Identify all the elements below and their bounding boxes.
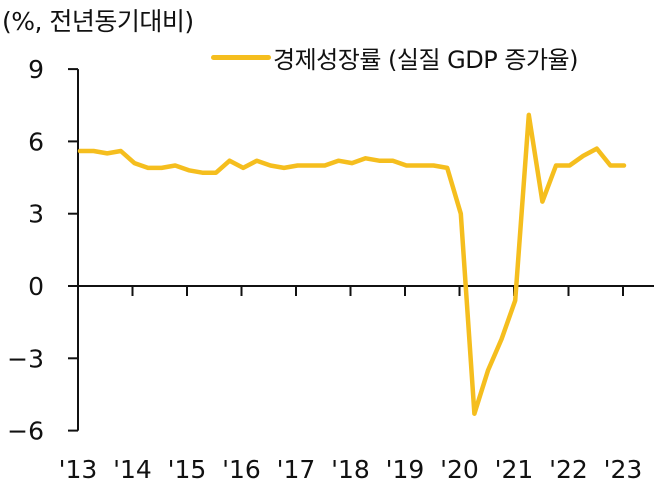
y-tick-label: 6 [28, 127, 44, 156]
unit-label: (%, 전년동기대비) [2, 7, 194, 36]
x-tick-label: '20 [440, 455, 479, 484]
x-tick-label: '17 [277, 455, 316, 484]
legend-label: 경제성장률 (실질 GDP 증가율) [273, 46, 578, 74]
x-tick-label: '16 [222, 455, 261, 484]
x-tick-label: '18 [331, 455, 370, 484]
y-tick-label: 0 [28, 272, 44, 301]
x-tick-label: '22 [549, 455, 588, 484]
y-tick-label: −6 [7, 417, 44, 446]
legend-swatch [211, 55, 271, 60]
gdp-growth-line [77, 112, 627, 416]
legend: 경제성장률 (실질 GDP 증가율) [211, 40, 578, 75]
y-tick-label: 9 [28, 55, 44, 84]
x-tick-label: '15 [168, 455, 207, 484]
x-tick-label: '23 [604, 455, 643, 484]
y-tick-label: 3 [28, 200, 44, 229]
y-tick-label: −3 [7, 344, 44, 373]
x-tick-label: '19 [386, 455, 425, 484]
x-tick-label: '13 [59, 455, 98, 484]
x-tick-label: '21 [495, 455, 534, 484]
x-tick-label: '14 [113, 455, 152, 484]
